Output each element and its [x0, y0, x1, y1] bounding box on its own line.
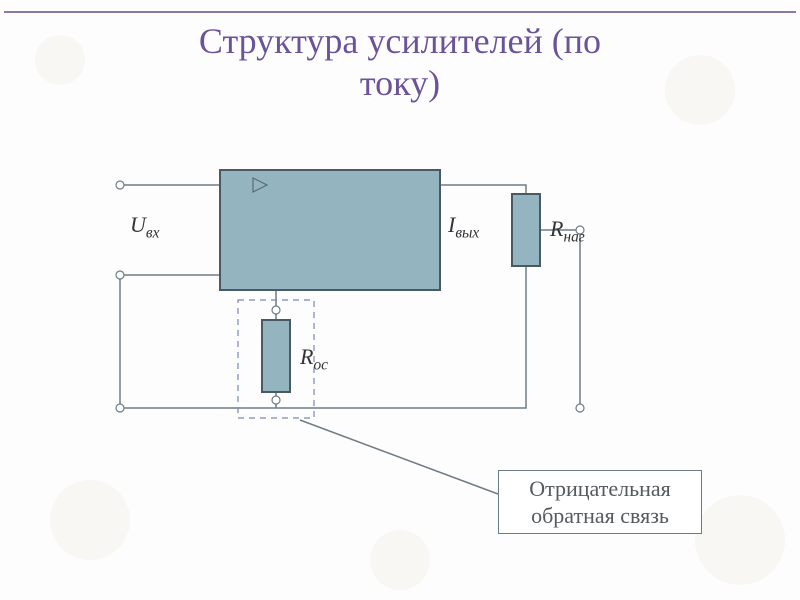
- slide-title: Структура усилителей (по току): [0, 20, 800, 104]
- terminal-2: [116, 404, 124, 412]
- feedback-caption-box: Отрицательная обратная связь: [498, 470, 702, 534]
- texture-spot: [50, 480, 130, 560]
- feedback-caption-line1: Отрицательная: [529, 476, 671, 501]
- terminal-1: [116, 271, 124, 279]
- label-r-oc-main: R: [300, 344, 313, 369]
- label-r-load-sub: наг: [563, 228, 584, 245]
- label-u-in-main: U: [130, 212, 146, 237]
- label-r-load-main: R: [550, 216, 563, 241]
- resistor-feedback: [262, 320, 290, 392]
- label-r-oc: Rос: [300, 344, 328, 374]
- resistor-load: [512, 194, 540, 266]
- terminal-4: [272, 396, 280, 404]
- label-r-load: Rнаг: [550, 216, 585, 246]
- terminal-3: [272, 306, 280, 314]
- label-i-out: Iвых: [448, 212, 479, 242]
- label-r-oc-sub: ос: [313, 356, 328, 373]
- terminal-6: [576, 404, 584, 412]
- texture-spot: [370, 530, 430, 590]
- feedback-caption-line2: обратная связь: [531, 503, 669, 528]
- label-i-out-sub: вых: [455, 224, 479, 241]
- texture-spot: [695, 495, 785, 585]
- label-u-in: Uвх: [130, 212, 159, 242]
- terminal-0: [116, 181, 124, 189]
- label-u-in-sub: вх: [146, 224, 160, 241]
